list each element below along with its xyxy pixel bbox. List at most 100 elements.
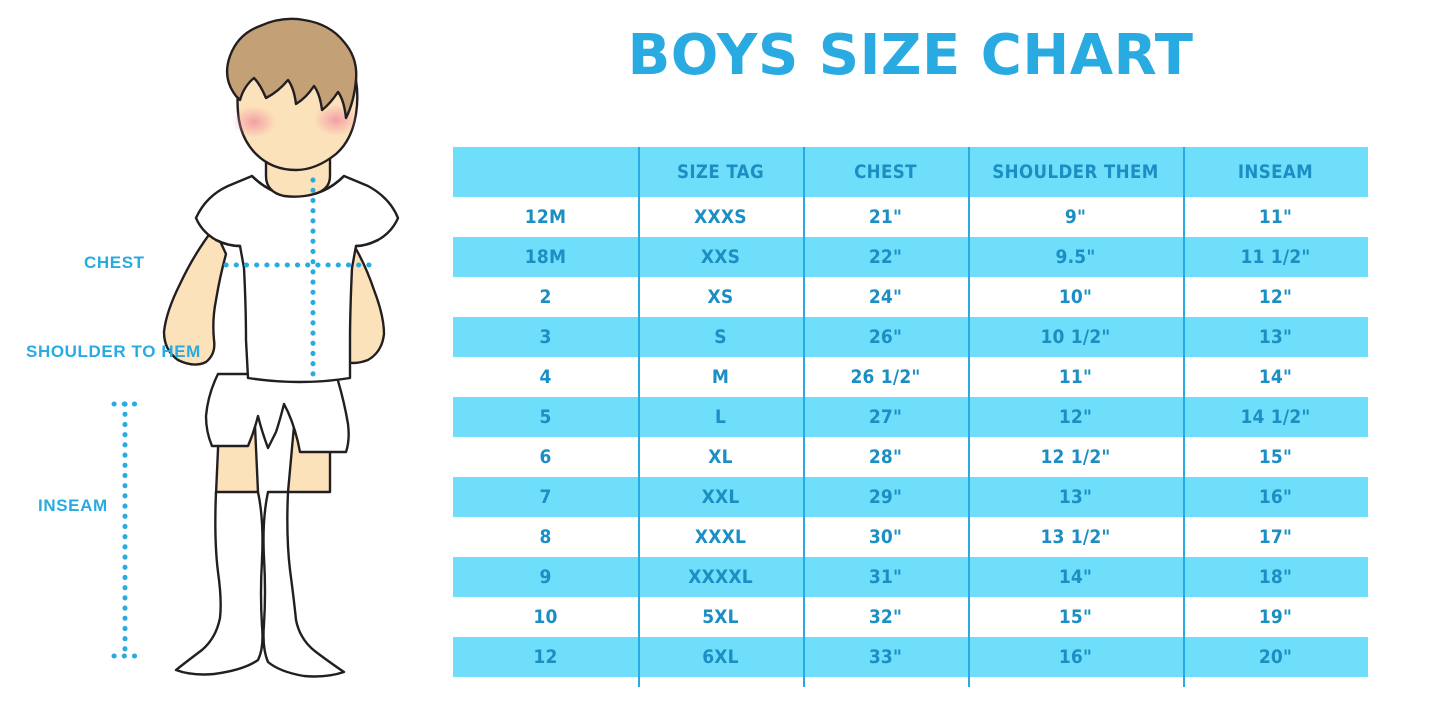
cell-size: 12M — [453, 197, 638, 237]
cell-inseam: 18" — [1183, 557, 1368, 597]
right-blush — [314, 104, 358, 136]
right-sleeve-seam — [354, 238, 380, 248]
left-sock — [174, 490, 264, 676]
cell-shoulder: 14" — [968, 557, 1183, 597]
table-row: 9 XXXXL 31" 14" 18" — [453, 557, 1368, 597]
cell-inseam: 20" — [1183, 637, 1368, 677]
left-arm — [162, 226, 228, 366]
cell-chest: 29" — [803, 477, 968, 517]
column-divider-3 — [968, 147, 970, 687]
table-body: 12M XXXS 21" 9" 11" 18M XXS 22" 9.5" 11 1/2" 2 XS 24… — [453, 197, 1368, 677]
cell-shoulder: 9.5" — [968, 237, 1183, 277]
cell-size: 2 — [453, 277, 638, 317]
cell-size-tag: S — [638, 317, 803, 357]
cell-chest: 22" — [803, 237, 968, 277]
cell-size-tag: 5XL — [638, 597, 803, 637]
cell-size-tag: L — [638, 397, 803, 437]
boy-illustration — [0, 0, 440, 723]
cell-inseam: 12" — [1183, 277, 1368, 317]
cell-shoulder: 15" — [968, 597, 1183, 637]
table-header-row: SIZE TAG CHEST SHOULDER THEM INSEAM — [453, 147, 1368, 197]
cell-chest: 31" — [803, 557, 968, 597]
cell-inseam: 17" — [1183, 517, 1368, 557]
cell-size-tag: XXS — [638, 237, 803, 277]
chest-label: CHEST — [84, 253, 145, 272]
column-divider-1 — [638, 147, 640, 687]
table-row: 6 XL 28" 12 1/2" 15" — [453, 437, 1368, 477]
cell-size-tag: XXXS — [638, 197, 803, 237]
cell-chest: 28" — [803, 437, 968, 477]
cell-size-tag: XL — [638, 437, 803, 477]
cell-chest: 24" — [803, 277, 968, 317]
table-row: 8 XXXL 30" 13 1/2" 17" — [453, 517, 1368, 557]
cell-shoulder: 16" — [968, 637, 1183, 677]
cell-inseam: 11" — [1183, 197, 1368, 237]
cell-size: 8 — [453, 517, 638, 557]
cell-chest: 30" — [803, 517, 968, 557]
column-header-size-tag: SIZE TAG — [638, 147, 803, 197]
cell-inseam: 14 1/2" — [1183, 397, 1368, 437]
left-sleeve-seam — [214, 238, 242, 248]
table-row: 3 S 26" 10 1/2" 13" — [453, 317, 1368, 357]
table-row: 4 M 26 1/2" 11" 14" — [453, 357, 1368, 397]
cell-chest: 27" — [803, 397, 968, 437]
cell-size: 10 — [453, 597, 638, 637]
cell-shoulder: 11" — [968, 357, 1183, 397]
size-chart-table: SIZE TAG CHEST SHOULDER THEM INSEAM 12M X… — [453, 147, 1368, 677]
cell-size-tag: XXL — [638, 477, 803, 517]
boy-figure-svg — [111, 17, 400, 678]
cell-size-tag: XXXL — [638, 517, 803, 557]
cell-size: 3 — [453, 317, 638, 357]
column-header-chest: CHEST — [803, 147, 968, 197]
table-row: 12M XXXS 21" 9" 11" — [453, 197, 1368, 237]
column-divider-2 — [803, 147, 805, 687]
inseam-label: INSEAM — [38, 496, 108, 515]
left-blush — [232, 106, 276, 138]
shorts — [204, 372, 350, 454]
table-row: 10 5XL 32" 15" 19" — [453, 597, 1368, 637]
page-title: BOYS SIZE CHART — [627, 23, 1194, 88]
cell-inseam: 15" — [1183, 437, 1368, 477]
cell-size-tag: XXXXL — [638, 557, 803, 597]
cell-shoulder: 12 1/2" — [968, 437, 1183, 477]
cell-shoulder: 9" — [968, 197, 1183, 237]
table-row: 12 6XL 33" 16" 20" — [453, 637, 1368, 677]
table-row: 5 L 27" 12" 14 1/2" — [453, 397, 1368, 437]
table-row: 18M XXS 22" 9.5" 11 1/2" — [453, 237, 1368, 277]
cell-size: 18M — [453, 237, 638, 277]
column-divider-4 — [1183, 147, 1185, 687]
cell-chest: 21" — [803, 197, 968, 237]
cell-chest: 33" — [803, 637, 968, 677]
right-sock — [262, 490, 346, 678]
table-row: 2 XS 24" 10" 12" — [453, 277, 1368, 317]
cell-size-tag: 6XL — [638, 637, 803, 677]
shoulder-to-hem-label: SHOULDER TO HEM — [26, 342, 201, 361]
cell-size: 5 — [453, 397, 638, 437]
table-header: SIZE TAG CHEST SHOULDER THEM INSEAM — [453, 147, 1368, 197]
cell-size: 9 — [453, 557, 638, 597]
cell-size: 6 — [453, 437, 638, 477]
hair — [225, 17, 358, 120]
measurement-lines — [111, 177, 373, 659]
column-header-size — [453, 147, 638, 197]
cell-inseam: 14" — [1183, 357, 1368, 397]
cell-chest: 26" — [803, 317, 968, 357]
cell-size: 7 — [453, 477, 638, 517]
cell-shoulder: 10 1/2" — [968, 317, 1183, 357]
cell-shoulder: 12" — [968, 397, 1183, 437]
cell-shoulder: 13 1/2" — [968, 517, 1183, 557]
column-header-inseam: INSEAM — [1183, 147, 1368, 197]
column-header-shoulder: SHOULDER THEM — [968, 147, 1183, 197]
cell-size: 12 — [453, 637, 638, 677]
cell-chest: 32" — [803, 597, 968, 637]
cell-shoulder: 10" — [968, 277, 1183, 317]
table-row: 7 XXL 29" 13" 16" — [453, 477, 1368, 517]
cell-inseam: 11 1/2" — [1183, 237, 1368, 277]
cell-inseam: 19" — [1183, 597, 1368, 637]
cell-inseam: 16" — [1183, 477, 1368, 517]
cell-chest: 26 1/2" — [803, 357, 968, 397]
cell-size: 4 — [453, 357, 638, 397]
cell-size-tag: M — [638, 357, 803, 397]
cell-size-tag: XS — [638, 277, 803, 317]
